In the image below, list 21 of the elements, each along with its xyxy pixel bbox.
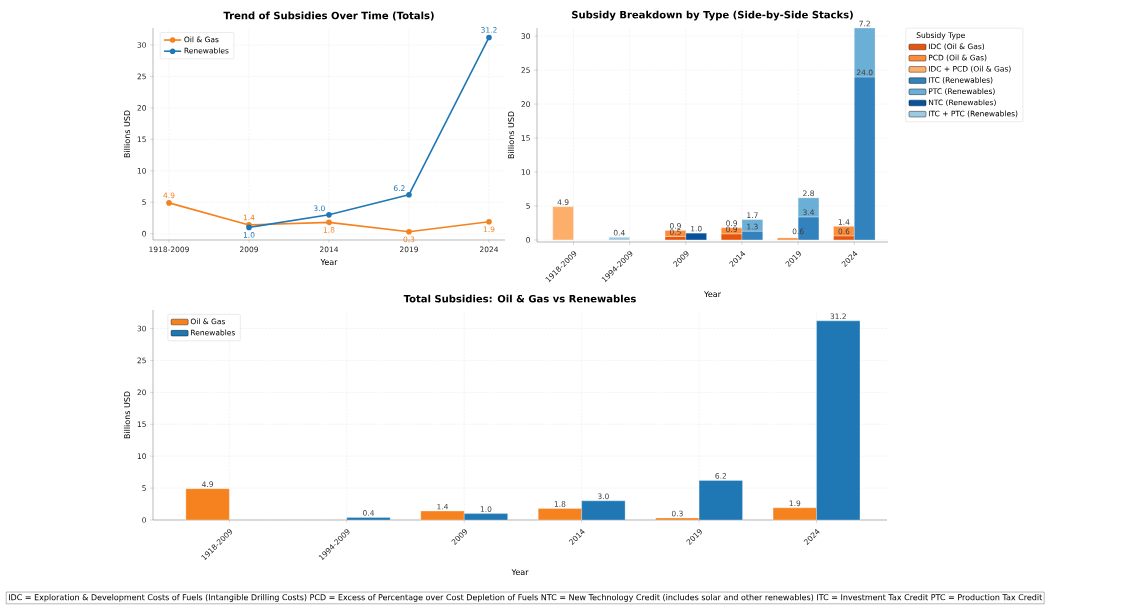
point [486, 218, 492, 225]
y-axis-title: Billions USD [123, 391, 131, 439]
point [406, 191, 412, 198]
point [166, 200, 172, 206]
x-axis-title: Year [704, 291, 721, 298]
point [486, 34, 492, 41]
bar [346, 517, 391, 521]
chart-title: Total Subsidies: Oil & Gas vs Renewables [403, 294, 636, 303]
point [406, 229, 412, 235]
bar [608, 237, 630, 241]
bar [185, 488, 230, 521]
y-axis-title: Billions USD [123, 110, 131, 158]
x-axis-title: Year [511, 569, 529, 576]
point [326, 212, 332, 218]
y-axis-title: Billions USD [507, 111, 515, 159]
chart-title: Subsidy Breakdown by Type (Side-by-Side Stacks) [572, 10, 853, 21]
x-axis-title: Year [320, 259, 338, 266]
point [326, 219, 332, 226]
text: IDC = Exploration & Development Costs of Fuels (Intangible Drilling Costs) PCD = Excess of Percentage over Cost Depletion of Fuels NTC = New Technology Credit (includes solar and other renewables) ITC = Investment Tax Credit PTC = Production Tax Credit [8, 594, 1043, 602]
chart-title: Trend of Subsidies Over Time (Totals) [223, 11, 434, 21]
bar [552, 206, 574, 241]
